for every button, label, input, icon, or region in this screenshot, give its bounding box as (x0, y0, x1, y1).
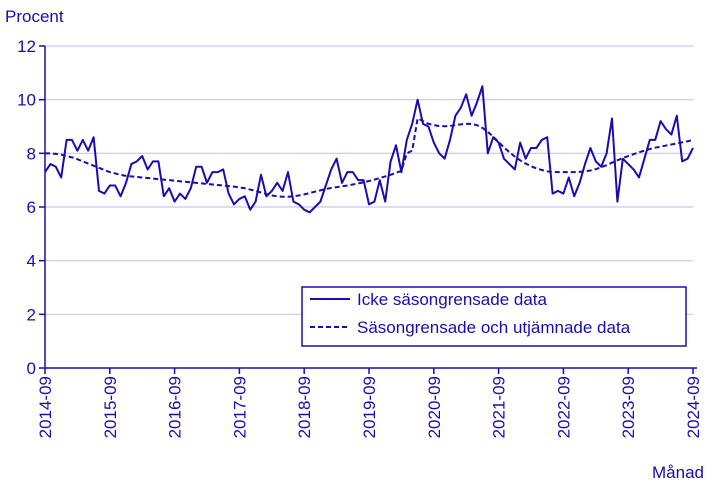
y-tick-label: 0 (27, 359, 36, 378)
legend-box (301, 286, 687, 347)
x-tick-label: 2018-09 (295, 376, 314, 438)
y-tick-labels: 0 2 4 6 8 10 12 (17, 37, 45, 378)
y-tick-label: 6 (27, 198, 36, 217)
x-tick-label: 2020-09 (425, 376, 444, 438)
y-tick-label: 12 (17, 37, 36, 56)
legend-label-solid: Icke säsongrensade data (357, 290, 548, 309)
x-tick-label: 2023-09 (619, 376, 638, 438)
series-line-solid (44, 85, 694, 214)
x-tick-label: 2021-09 (490, 376, 509, 438)
legend: Icke säsongrensade data Säsongrensade oc… (301, 286, 687, 347)
x-tick-label: 2024-09 (684, 376, 703, 438)
y-tick-label: 4 (27, 252, 36, 271)
y-axis-label: Procent (5, 7, 64, 26)
y-tick-label: 2 (27, 305, 36, 324)
y-tick-label: 10 (17, 91, 36, 110)
x-tick-label: 2017-09 (230, 376, 249, 438)
x-axis-label: Månad (652, 463, 704, 482)
series-line-dashed (45, 117, 694, 198)
x-tick-label: 2019-09 (360, 376, 379, 438)
x-tick-labels: 2014-09 2015-09 2016-09 2017-09 2018-09 2019-… (36, 368, 703, 438)
x-tick-label: 2022-09 (554, 376, 573, 438)
y-tick-label: 8 (27, 144, 36, 163)
x-tick-label: 2015-09 (101, 376, 120, 438)
x-tick-label: 2014-09 (36, 376, 55, 438)
series-lines (44, 85, 694, 214)
legend-label-dashed: Säsongrensade och utjämnade data (357, 318, 631, 337)
x-tick-label: 2016-09 (166, 376, 185, 438)
axes (44, 46, 697, 369)
